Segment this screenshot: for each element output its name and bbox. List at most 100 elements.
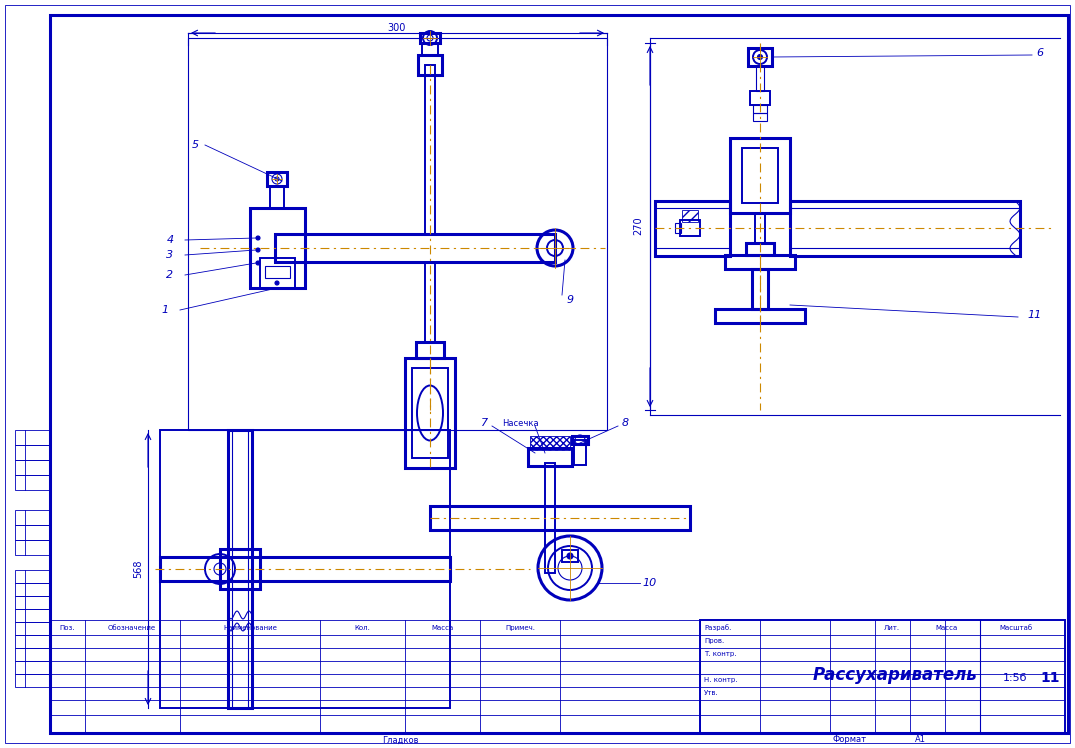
- Circle shape: [256, 236, 260, 240]
- Text: Масса: Масса: [936, 625, 958, 631]
- Text: Пров.: Пров.: [704, 638, 725, 644]
- Bar: [790, 208, 1020, 248]
- Bar: [412, 368, 448, 458]
- Text: 300: 300: [388, 23, 406, 33]
- Bar: [418, 55, 442, 75]
- Text: 3: 3: [167, 250, 173, 260]
- Bar: [260, 258, 295, 288]
- Text: Кол.: Кол.: [354, 625, 370, 631]
- Text: 568: 568: [133, 560, 143, 578]
- Bar: [742, 148, 778, 203]
- Bar: [15, 430, 51, 445]
- Bar: [15, 583, 51, 596]
- Bar: [755, 213, 765, 243]
- Text: 5: 5: [191, 140, 199, 150]
- Bar: [730, 138, 790, 213]
- Bar: [680, 220, 700, 236]
- Bar: [572, 436, 588, 444]
- Text: 2: 2: [167, 270, 173, 280]
- Text: Обозначение: Обозначение: [108, 625, 156, 631]
- Circle shape: [275, 281, 280, 285]
- Bar: [750, 91, 770, 105]
- Bar: [15, 540, 51, 555]
- Bar: [15, 648, 51, 661]
- Circle shape: [567, 553, 573, 559]
- Text: Масса: Масса: [431, 625, 454, 631]
- Text: Рассухариватель: Рассухариватель: [813, 666, 977, 684]
- Bar: [420, 33, 440, 43]
- Bar: [752, 113, 766, 121]
- Bar: [160, 557, 450, 581]
- Text: Разраб.: Разраб.: [704, 625, 731, 631]
- Bar: [405, 358, 455, 468]
- Bar: [574, 440, 586, 465]
- Text: Гладков: Гладков: [382, 735, 418, 744]
- Bar: [700, 620, 1065, 733]
- Bar: [15, 661, 51, 674]
- Bar: [562, 550, 578, 562]
- Text: 11: 11: [1041, 671, 1060, 685]
- Text: 270: 270: [633, 217, 643, 236]
- Bar: [250, 208, 305, 288]
- Bar: [267, 172, 287, 186]
- Bar: [15, 510, 51, 525]
- Bar: [746, 243, 774, 255]
- Text: 4: 4: [167, 235, 173, 245]
- Bar: [655, 201, 730, 256]
- Text: 8: 8: [621, 418, 629, 428]
- Bar: [220, 549, 260, 589]
- Text: Формат: Формат: [833, 735, 868, 744]
- Bar: [15, 475, 51, 490]
- Bar: [15, 674, 51, 687]
- Bar: [425, 65, 435, 234]
- Text: 11: 11: [1028, 310, 1042, 320]
- Bar: [682, 210, 698, 222]
- Bar: [51, 620, 700, 733]
- Bar: [725, 255, 796, 269]
- Text: Наименование: Наименование: [224, 625, 277, 631]
- Bar: [15, 570, 51, 583]
- Bar: [528, 448, 572, 466]
- Bar: [752, 269, 768, 309]
- Text: Лит.: Лит.: [884, 625, 900, 631]
- Bar: [15, 609, 51, 622]
- Bar: [752, 105, 766, 113]
- Bar: [748, 48, 772, 66]
- Bar: [15, 596, 51, 609]
- Text: Утв.: Утв.: [704, 690, 719, 696]
- Bar: [430, 506, 690, 530]
- Bar: [416, 342, 444, 358]
- Bar: [15, 622, 51, 635]
- Circle shape: [256, 261, 260, 265]
- Bar: [675, 223, 680, 233]
- Bar: [790, 201, 1020, 256]
- Bar: [228, 430, 252, 708]
- Text: Примеч.: Примеч.: [505, 625, 535, 631]
- Text: 9: 9: [567, 295, 574, 305]
- Circle shape: [758, 55, 762, 60]
- Bar: [15, 525, 51, 540]
- Text: 10: 10: [643, 578, 657, 588]
- Bar: [270, 186, 284, 208]
- Text: А1: А1: [915, 735, 926, 744]
- Text: Н. контр.: Н. контр.: [704, 677, 737, 683]
- Bar: [160, 430, 450, 708]
- Text: Насечка: Насечка: [502, 418, 539, 428]
- Bar: [425, 262, 435, 342]
- Bar: [15, 445, 51, 460]
- Bar: [715, 309, 805, 323]
- Text: 7: 7: [482, 418, 488, 428]
- Text: 1: 1: [161, 305, 169, 315]
- Bar: [232, 430, 248, 708]
- Bar: [756, 66, 764, 91]
- Text: 1:5б: 1:5б: [1003, 673, 1028, 683]
- Bar: [15, 460, 51, 475]
- Bar: [655, 208, 730, 248]
- Bar: [422, 43, 438, 55]
- Bar: [266, 266, 290, 278]
- Bar: [530, 436, 570, 450]
- Bar: [188, 38, 607, 430]
- Text: Масштаб: Масштаб: [1000, 625, 1033, 631]
- Text: Поз.: Поз.: [59, 625, 75, 631]
- Text: Т. контр.: Т. контр.: [704, 651, 736, 657]
